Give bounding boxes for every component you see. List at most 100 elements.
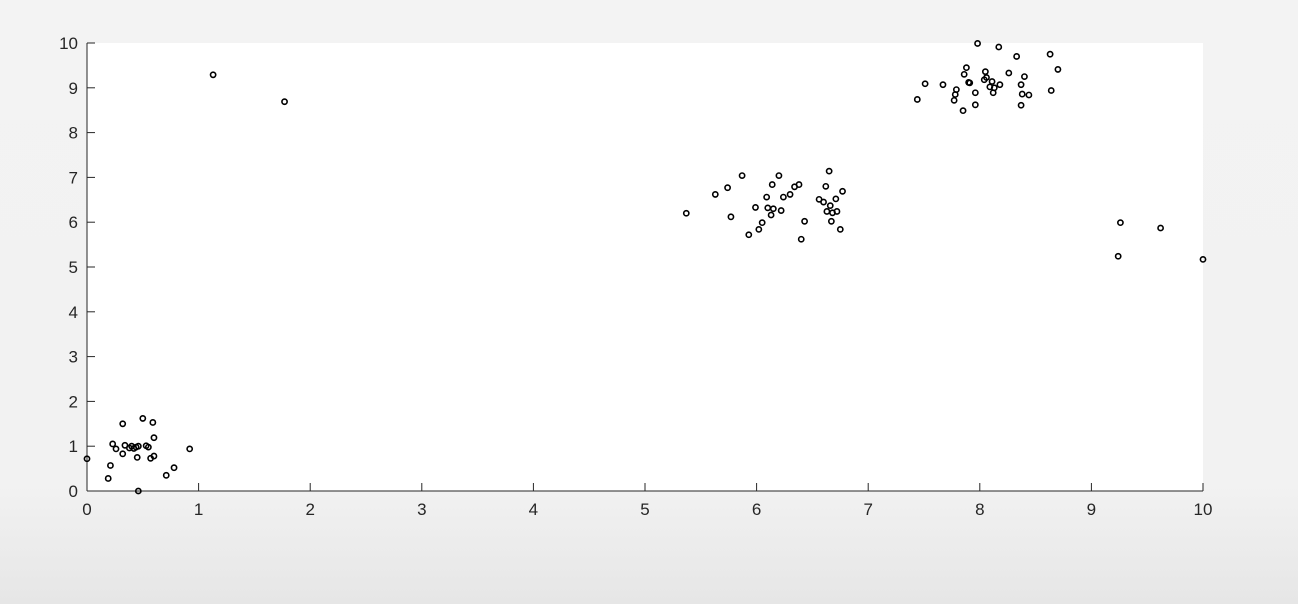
data-point (119, 420, 127, 428)
x-tick-label: 0 (82, 500, 91, 519)
data-point (795, 181, 803, 188)
data-point (112, 445, 120, 453)
data-point (144, 443, 152, 451)
data-point (133, 453, 141, 461)
x-tick-label: 8 (975, 500, 984, 519)
y-tick-label: 6 (69, 213, 78, 232)
data-point (186, 445, 194, 453)
data-point (960, 70, 968, 78)
data-point (801, 217, 808, 225)
data-point (952, 86, 960, 93)
data-point (779, 193, 787, 201)
data-point (738, 172, 746, 180)
x-tick-label: 3 (417, 500, 426, 519)
data-point (1199, 255, 1207, 263)
data-point (150, 434, 158, 442)
data-point (959, 107, 967, 115)
x-tick-label: 1 (194, 500, 203, 519)
data-point (727, 213, 735, 221)
data-point (990, 84, 998, 92)
data-point (963, 64, 970, 72)
data-point (1117, 219, 1124, 227)
y-tick-label: 4 (69, 303, 78, 322)
data-point (1013, 53, 1021, 60)
data-point (832, 195, 840, 203)
data-point (833, 208, 841, 215)
data-point (988, 78, 996, 85)
data-point (1047, 87, 1055, 94)
y-tick-label: 5 (69, 258, 78, 277)
y-tick-label: 7 (69, 168, 78, 187)
data-point (752, 204, 759, 211)
data-point (763, 193, 771, 201)
data-point (1017, 81, 1025, 89)
data-point (711, 191, 719, 198)
data-point (767, 211, 775, 219)
data-point (786, 191, 794, 198)
data-point (170, 464, 178, 472)
data-point (150, 452, 158, 460)
data-point (769, 205, 777, 213)
y-tick-label: 2 (69, 392, 78, 411)
x-tick-label: 7 (863, 500, 872, 519)
data-point (836, 225, 844, 233)
data-point (913, 96, 921, 103)
y-tick-label: 3 (69, 348, 78, 367)
data-point (107, 462, 114, 469)
data-point (950, 96, 958, 104)
data-point (797, 235, 805, 243)
data-point (996, 81, 1004, 89)
y-tick-label: 10 (59, 34, 78, 53)
data-point (1025, 91, 1033, 99)
data-point (966, 79, 974, 87)
data-point (768, 181, 776, 188)
x-tick-label: 6 (752, 500, 761, 519)
data-point (825, 167, 833, 175)
data-point (1021, 73, 1028, 80)
data-point (1157, 224, 1164, 232)
y-tick-label: 1 (69, 437, 78, 456)
data-point (149, 419, 157, 426)
data-point (162, 471, 170, 479)
x-tick-label: 2 (305, 500, 314, 519)
axes: 0 1 2 3 4 5 6 7 8 9 10 0 1 2 3 4 5 6 7 8 9 10 (59, 34, 1212, 519)
data-point (109, 440, 117, 448)
data-point (826, 202, 834, 210)
data-point (1017, 101, 1025, 109)
data-point (777, 207, 785, 214)
data-point (119, 450, 127, 458)
data-markers (83, 40, 1207, 495)
data-point (822, 182, 830, 190)
data-point (974, 40, 981, 47)
data-point (981, 68, 989, 76)
data-point (281, 98, 288, 106)
y-tick-label: 8 (69, 124, 78, 143)
data-point (1114, 252, 1122, 260)
data-point (83, 455, 91, 463)
data-point (682, 209, 690, 217)
x-tick-label: 5 (640, 500, 649, 519)
x-tick-label: 4 (529, 500, 538, 519)
data-point (104, 475, 112, 482)
data-point (1005, 69, 1013, 77)
data-point (134, 442, 142, 450)
data-point (839, 187, 846, 195)
data-point (971, 101, 979, 109)
data-point (209, 71, 217, 79)
data-point (827, 217, 835, 225)
data-point (1018, 90, 1026, 98)
x-tick-label: 10 (1194, 500, 1213, 519)
data-point (745, 231, 753, 239)
data-point (995, 43, 1003, 51)
data-point (139, 415, 147, 422)
data-point (1046, 50, 1054, 58)
data-point (724, 184, 731, 192)
data-point (921, 80, 929, 88)
data-point (971, 89, 979, 97)
y-tick-label: 9 (69, 79, 78, 98)
data-point (939, 81, 947, 89)
data-point (134, 487, 142, 495)
data-point (1054, 66, 1062, 73)
plot-area (87, 43, 1203, 491)
